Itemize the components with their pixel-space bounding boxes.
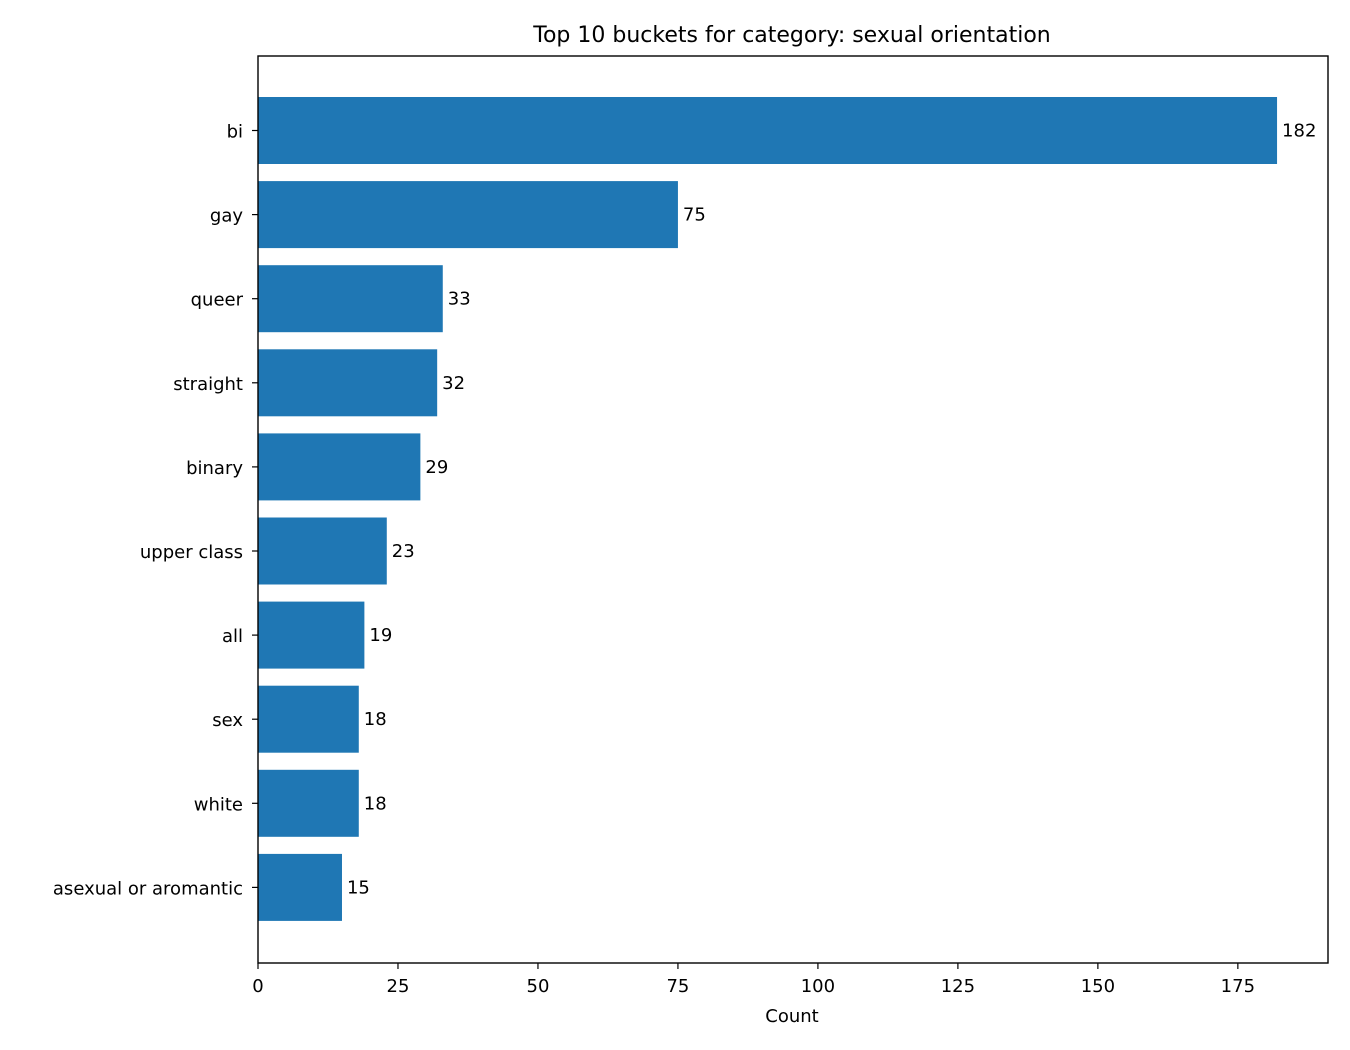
data-label: 15 <box>347 877 370 898</box>
x-tick-label: 100 <box>801 976 835 997</box>
bar-upper-class <box>258 517 387 585</box>
x-tick-label: 25 <box>387 976 410 997</box>
bar-straight <box>258 349 438 417</box>
data-label: 75 <box>683 205 706 226</box>
y-tick-label: all <box>222 626 243 647</box>
y-tick-label: upper class <box>140 542 243 563</box>
x-ticks: 0 25 50 75 100 125 150 175 <box>252 963 1255 997</box>
data-label: 18 <box>364 709 387 730</box>
bar-white <box>258 769 359 837</box>
bar-sex <box>258 685 359 753</box>
x-tick-label: 150 <box>1081 976 1115 997</box>
bar-gay <box>258 181 678 249</box>
y-tick-label: bi <box>227 122 243 143</box>
data-label: 23 <box>392 541 415 562</box>
data-label: 18 <box>364 793 387 814</box>
y-tick-label: binary <box>186 458 243 479</box>
data-label: 33 <box>448 289 471 310</box>
y-tick-label: sex <box>212 710 243 731</box>
data-label: 29 <box>425 457 448 478</box>
data-label: 32 <box>442 373 465 394</box>
bar-binary <box>258 433 421 501</box>
data-labels: 182 75 33 32 29 23 19 18 18 15 <box>347 121 1316 899</box>
bar-all <box>258 601 365 669</box>
y-tick-label: white <box>194 794 243 815</box>
y-tick-label: queer <box>191 290 244 311</box>
bar-queer <box>258 265 443 333</box>
x-tick-label: 175 <box>1221 976 1255 997</box>
bars-group <box>258 97 1278 921</box>
x-tick-label: 125 <box>941 976 975 997</box>
y-tick-label: straight <box>173 374 243 395</box>
x-tick-label: 50 <box>527 976 550 997</box>
plot-frame <box>257 55 1329 964</box>
x-axis-label: Count <box>765 1006 818 1027</box>
x-tick-label: 0 <box>252 976 263 997</box>
y-tick-labels: bi gay queer straight binary upper class all se… <box>53 122 258 899</box>
bar-bi <box>258 97 1278 164</box>
data-label: 182 <box>1282 121 1316 142</box>
y-tick-label: asexual or aromantic <box>53 878 243 899</box>
data-label: 19 <box>369 625 392 646</box>
bar-asexual-or-aromantic <box>258 853 342 921</box>
y-tick-label: gay <box>210 206 243 227</box>
chart-title: Top 10 buckets for category: sexual orie… <box>532 23 1050 48</box>
x-tick-label: 75 <box>666 976 689 997</box>
